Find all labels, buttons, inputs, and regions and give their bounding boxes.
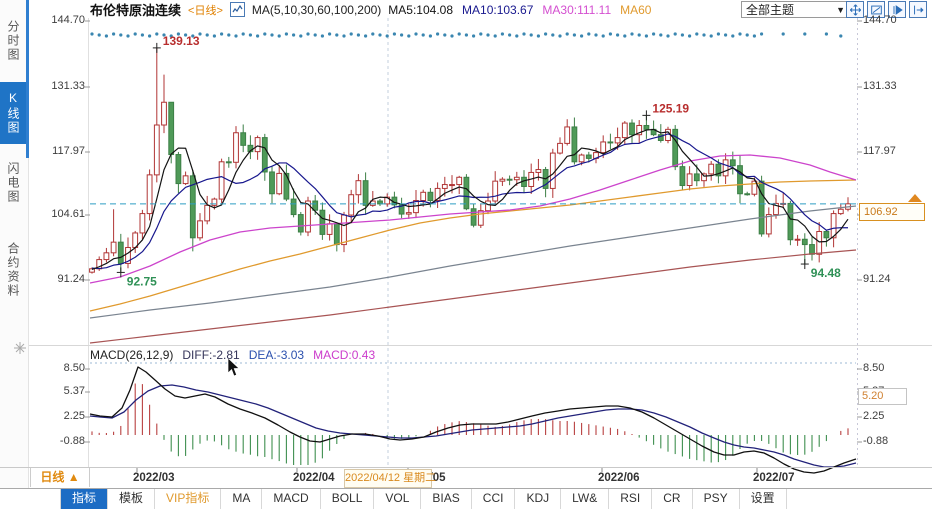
indicator-tab-MACD[interactable]: MACD (262, 489, 321, 509)
chart-tool-buttons (846, 1, 927, 18)
page-forward-button[interactable] (909, 1, 927, 18)
indicator-tab-PSY[interactable]: PSY (693, 489, 740, 509)
price-label-left: 117.97 (52, 145, 85, 157)
sidebar-tab-1[interactable]: 分时图 (6, 20, 20, 62)
svg-text:139.13: 139.13 (163, 34, 200, 48)
indicator-tab-BIAS[interactable]: BIAS (421, 489, 472, 509)
page-forward-icon (913, 5, 924, 14)
crosshair-date-box: 2022/04/12 星期二 (344, 469, 436, 488)
dropdown-arrow-icon: ▼ (836, 4, 845, 15)
macd-label-right: 8.50 (863, 362, 885, 374)
sidebar-tab-3[interactable]: 闪电图 (6, 162, 20, 204)
period-selector[interactable]: 日线 ▲ (30, 468, 90, 487)
time-label: 2022/07 (753, 472, 795, 484)
price-label-left: 131.33 (51, 80, 85, 92)
macd-label-right: -0.88 (863, 435, 889, 447)
chart-type-icon[interactable] (229, 2, 245, 17)
theme-selector[interactable]: 全部主题 ▼ (741, 1, 850, 18)
svg-text:94.48: 94.48 (811, 266, 841, 280)
play-button[interactable] (888, 1, 906, 18)
indicator-tab-BOLL[interactable]: BOLL (321, 489, 375, 509)
macd-macd-value: MACD:0.43 (313, 348, 376, 362)
marquee-zoom-button[interactable] (867, 1, 885, 18)
price-label-right: 144.70 (863, 14, 897, 26)
price-label-left: 91.24 (57, 273, 85, 285)
indicator-tab-KDJ[interactable]: KDJ (515, 489, 562, 509)
price-label-left: 144.70 (51, 14, 85, 26)
indicator-tab-指标[interactable]: 指标 (61, 489, 109, 509)
macd-crosshair-value-box: 5.20 (858, 388, 907, 405)
theme-selector-label: 全部主题 (746, 3, 795, 17)
pane-divider (29, 345, 932, 346)
pan-icon (849, 3, 861, 16)
ma-legend-item-2: MA10:103.67 (462, 2, 534, 17)
indicator-tab-设置[interactable]: 设置 (740, 489, 787, 509)
indicator-toolbar: 指标 模板 VIP指标 MA MACD BOLL VOL BIAS CCI KDJ LW& RSI CR… (0, 488, 932, 509)
svg-text:125.19: 125.19 (652, 101, 689, 115)
price-label-right: 117.97 (863, 145, 896, 157)
macd-diff-value: DIFF:-2.81 (182, 348, 240, 362)
play-icon (893, 4, 903, 15)
macd-title: MACD(26,12,9) (90, 348, 174, 362)
ma-legend: MA5:104.08 MA10:103.67 MA30:111.11 MA60 (388, 3, 660, 17)
indicator-tab-模板[interactable]: 模板 (108, 489, 156, 509)
macd-header: MACD(26,12,9) DIFF:-2.81 DEA:-3.03 MACD:… (90, 348, 375, 362)
left-sidebar: 分时图 K线图闪电图合约资料 (0, 0, 29, 508)
latest-price-box: 106.92 (859, 203, 925, 221)
indicator-tab-VIP指标[interactable]: VIP指标 (155, 489, 222, 509)
chart-header: 布伦特原油连续 <日线> MA(5,10,30,60,100,200) MA5:… (90, 1, 660, 18)
time-label: 2022/04 (293, 472, 335, 484)
svg-text:92.75: 92.75 (127, 274, 157, 288)
sidebar-tab-4[interactable]: 合约资料 (6, 242, 20, 298)
ma-legend-item-4: MA60 (620, 2, 652, 17)
indicator-tab-CR[interactable]: CR (652, 489, 693, 509)
ma-legend-item-3: MA30:111.11 (542, 2, 612, 17)
pan-button[interactable] (846, 1, 864, 18)
ma-legend-item-1: MA5:104.08 (388, 2, 454, 17)
price-up-triangle-icon (908, 194, 922, 202)
price-label-right: 91.24 (863, 273, 891, 285)
sidebar-tab-2[interactable]: K线图 (0, 82, 26, 144)
macd-label-left: 8.50 (63, 362, 85, 374)
macd-label-left: 5.37 (63, 385, 85, 397)
marquee-zoom-icon (870, 5, 882, 14)
instrument-title: 布伦特原油连续 (90, 3, 182, 18)
indicator-tab-CCI[interactable]: CCI (472, 489, 516, 509)
macd-label-right: 2.25 (863, 410, 885, 422)
period-tag: <日线> (188, 4, 223, 17)
sidebar-accent-strip (26, 0, 29, 158)
indicator-tab-LW&[interactable]: LW& (561, 489, 610, 509)
macd-label-left: -0.88 (59, 435, 85, 447)
price-label-left: 104.61 (51, 208, 85, 220)
indicator-tab-RSI[interactable]: RSI (609, 489, 653, 509)
indicator-tab-VOL[interactable]: VOL (374, 489, 422, 509)
ma-settings-label: MA(5,10,30,60,100,200) (251, 2, 382, 17)
time-label: 2022/03 (133, 472, 175, 484)
axis-divider (0, 467, 932, 468)
macd-dea-value: DEA:-3.03 (248, 348, 305, 362)
time-label: 2022/06 (598, 472, 640, 484)
price-label-right: 131.33 (863, 80, 897, 92)
macd-label-left: 2.25 (63, 410, 85, 422)
indicator-tab-MA[interactable]: MA (221, 489, 263, 509)
